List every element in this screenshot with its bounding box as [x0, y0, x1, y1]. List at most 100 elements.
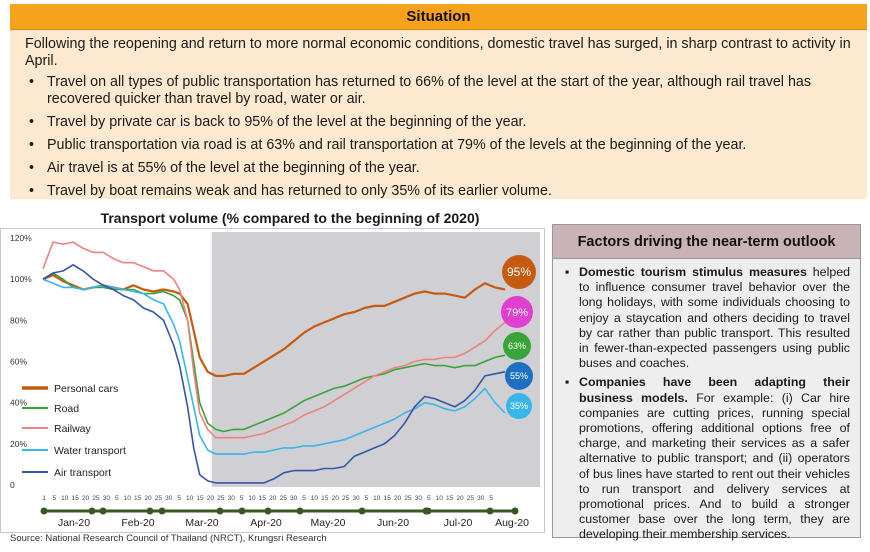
- day-tick-label: 25: [92, 495, 100, 502]
- timeline-dot: [358, 507, 366, 515]
- day-tick-label: 20: [82, 495, 90, 502]
- factor-item: ▪ Companies have been adapting their busi…: [565, 375, 850, 542]
- day-tick-label: 15: [196, 495, 204, 502]
- day-tick-label: 25: [280, 495, 288, 502]
- day-tick-label: 15: [134, 495, 142, 502]
- end-value-label: 79%: [506, 307, 528, 319]
- day-tick-label: 20: [207, 495, 215, 502]
- y-tick-label: 100%: [10, 274, 32, 284]
- y-tick-label: 0: [10, 480, 15, 490]
- end-value-bubble: [505, 362, 533, 390]
- day-tick-label: 30: [415, 495, 423, 502]
- bullet-icon: •: [29, 137, 35, 153]
- month-label: Apr-20: [250, 517, 282, 529]
- month-label: May-20: [310, 517, 345, 529]
- timeline-dot: [424, 507, 432, 515]
- day-tick-label: 30: [477, 495, 485, 502]
- timeline-dot: [40, 507, 48, 515]
- legend-label: Air transport: [54, 467, 111, 479]
- bullet-icon: •: [29, 183, 35, 199]
- legend-label: Personal cars: [54, 383, 118, 395]
- situation-bullet: • Travel by boat remains weak and has ret…: [29, 183, 552, 199]
- day-tick-label: 5: [489, 495, 493, 502]
- end-value-label: 63%: [508, 341, 526, 351]
- day-tick-label: 25: [467, 495, 475, 502]
- legend-label: Road: [54, 403, 79, 415]
- situation-bullet: • Travel on all types of public transport…: [29, 74, 811, 107]
- day-tick-label: 20: [456, 495, 464, 502]
- y-tick-label: 80%: [10, 315, 27, 325]
- series-line-water-transport: [42, 278, 506, 455]
- day-tick-label: 10: [124, 495, 132, 502]
- day-tick-label: 30: [352, 495, 360, 502]
- y-tick-label: 40%: [10, 398, 27, 408]
- day-tick-label: 5: [177, 495, 181, 502]
- day-tick-label: 10: [311, 495, 319, 502]
- timeline-dot: [238, 507, 246, 515]
- timeline-dot: [296, 507, 304, 515]
- day-tick-label: 5: [302, 495, 306, 502]
- day-tick-label: 30: [165, 495, 173, 502]
- day-tick-label: 5: [115, 495, 119, 502]
- day-tick-label: 20: [144, 495, 152, 502]
- factors-title: Factors driving the near-term outlook: [553, 225, 860, 259]
- factor-item: ▪ Domestic tourism stimulus measures help…: [565, 265, 850, 371]
- end-value-label: 35%: [510, 401, 528, 411]
- day-tick-label: 30: [228, 495, 236, 502]
- day-tick-label: 10: [186, 495, 194, 502]
- day-tick-label: 10: [373, 495, 381, 502]
- day-tick-label: 15: [259, 495, 267, 502]
- timeline-dot: [216, 507, 224, 515]
- bullet-icon: ▪: [565, 265, 570, 279]
- factors-panel: Factors driving the near-term outlook ▪ D…: [552, 224, 861, 541]
- month-label: Feb-20: [121, 517, 154, 529]
- day-tick-label: 25: [217, 495, 225, 502]
- day-tick-label: 20: [269, 495, 277, 502]
- day-tick-label: 5: [240, 495, 244, 502]
- day-tick-label: 25: [155, 495, 163, 502]
- series-line-air-transport: [42, 264, 506, 484]
- day-tick-label: 5: [53, 495, 57, 502]
- end-value-bubble: [506, 393, 532, 419]
- timeline-dot: [146, 507, 154, 515]
- y-tick-label: 60%: [10, 357, 27, 367]
- bullet-icon: ▪: [565, 375, 570, 390]
- month-label: Jun-20: [377, 517, 409, 529]
- situation-body: Following the reopening and return to mo…: [10, 30, 867, 200]
- situation-bullet: • Travel by private car is back to 95% of…: [29, 114, 527, 130]
- timeline-dot: [99, 507, 107, 515]
- day-tick-label: 25: [342, 495, 350, 502]
- day-tick-label: 20: [332, 495, 340, 502]
- y-tick-label: 20%: [10, 439, 27, 449]
- end-value-label: 55%: [510, 371, 528, 381]
- situation-intro: Following the reopening and return to mo…: [25, 36, 851, 69]
- day-tick-label: 5: [365, 495, 369, 502]
- situation-panel: Situation Following the reopening and re…: [10, 4, 867, 199]
- bullet-icon: •: [29, 160, 35, 176]
- month-label: Aug-20: [495, 517, 529, 529]
- bullet-icon: •: [29, 114, 35, 130]
- day-tick-label: 10: [61, 495, 69, 502]
- end-value-bubble: [503, 332, 531, 360]
- transport-volume-chart: 0 20% 40% 60% 80% 100% 120% Personal cars Road Ra…: [0, 228, 545, 533]
- month-label: Jan-20: [58, 517, 90, 529]
- legend-label: Water transport: [54, 445, 126, 457]
- series-line-railway: [42, 241, 506, 439]
- day-tick-label: 5: [427, 495, 431, 502]
- day-tick-label: 30: [290, 495, 298, 502]
- day-tick-label: 1: [42, 495, 46, 502]
- end-value-bubble: [501, 296, 533, 328]
- end-value-label: 95%: [507, 265, 531, 279]
- situation-bullet: • Public transportation via road is at 63…: [29, 137, 747, 153]
- factors-body: ▪ Domestic tourism stimulus measures help…: [553, 259, 860, 543]
- day-tick-label: 15: [321, 495, 329, 502]
- bullet-icon: •: [29, 74, 35, 90]
- situation-bullets: • Travel on all types of public transport…: [25, 74, 855, 200]
- situation-title: Situation: [10, 4, 867, 30]
- day-tick-label: 20: [394, 495, 402, 502]
- day-tick-label: 15: [384, 495, 392, 502]
- timeline-dot: [264, 507, 272, 515]
- timeline-dot: [88, 507, 96, 515]
- day-tick-label: 10: [248, 495, 256, 502]
- day-tick-label: 15: [446, 495, 454, 502]
